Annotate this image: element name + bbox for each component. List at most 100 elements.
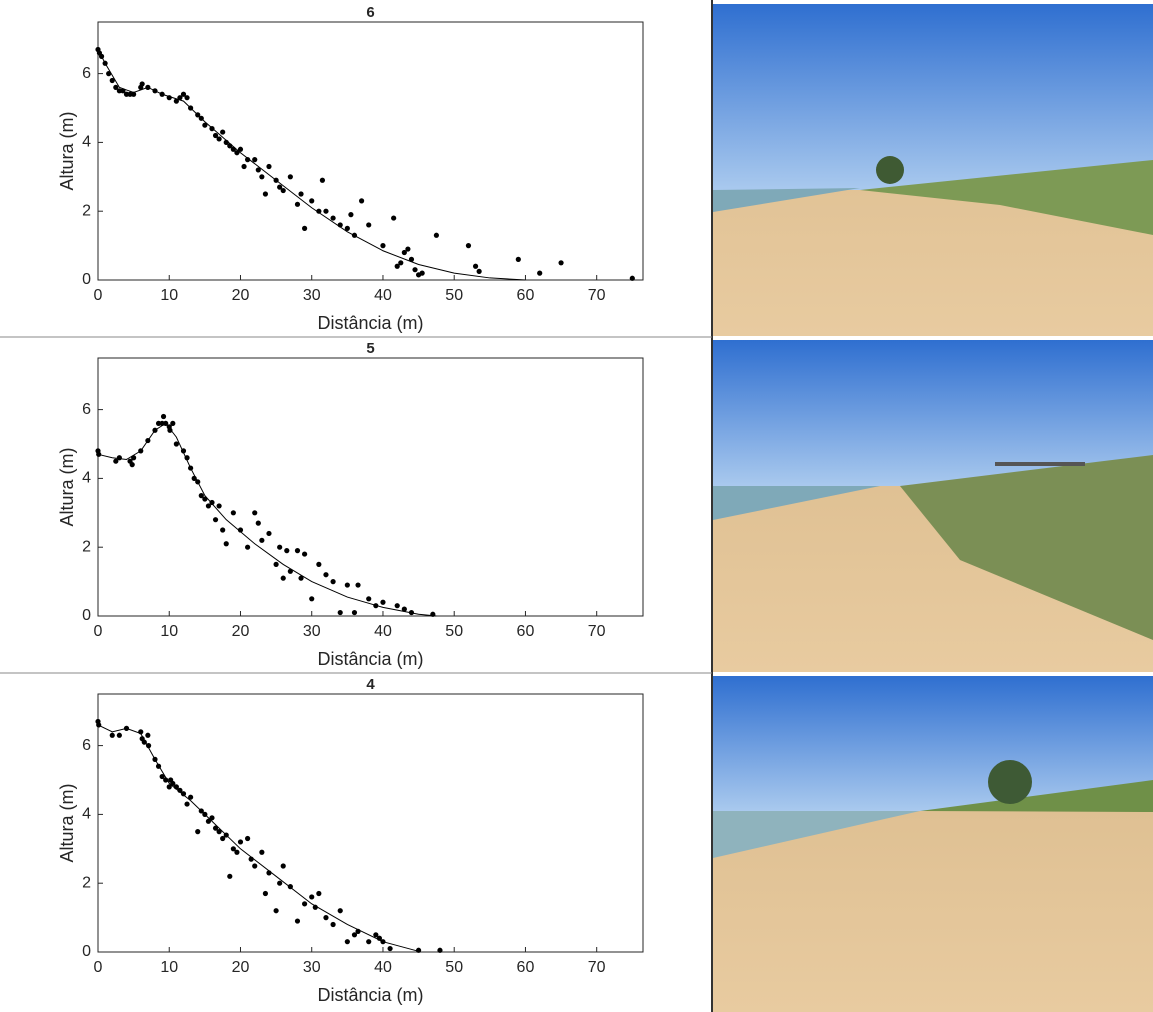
x-tick-label: 50 bbox=[445, 623, 463, 640]
data-point bbox=[380, 939, 386, 945]
data-point bbox=[344, 939, 350, 945]
data-point bbox=[373, 603, 379, 609]
data-point bbox=[280, 575, 286, 581]
y-tick-label: 2 bbox=[82, 874, 91, 891]
data-point bbox=[195, 479, 201, 485]
data-point bbox=[248, 856, 254, 862]
data-point bbox=[266, 870, 272, 876]
data-point bbox=[472, 263, 479, 269]
data-point bbox=[237, 527, 244, 533]
y-tick-label: 4 bbox=[82, 806, 91, 823]
data-point bbox=[195, 112, 201, 118]
data-point bbox=[139, 81, 145, 87]
data-point bbox=[387, 945, 393, 952]
data-point bbox=[216, 503, 222, 509]
data-point bbox=[262, 890, 269, 897]
data-point bbox=[255, 167, 261, 173]
data-point bbox=[184, 801, 190, 807]
data-point bbox=[220, 129, 226, 135]
data-point bbox=[195, 829, 201, 835]
data-point bbox=[227, 143, 233, 149]
data-point bbox=[230, 510, 236, 516]
data-point bbox=[209, 499, 215, 506]
data-point bbox=[160, 413, 167, 420]
data-point bbox=[366, 222, 372, 228]
y-tick-label: 6 bbox=[82, 737, 91, 754]
data-point bbox=[337, 222, 343, 228]
data-point bbox=[234, 849, 240, 855]
data-point bbox=[351, 232, 358, 238]
data-point bbox=[355, 582, 361, 588]
data-point bbox=[198, 808, 204, 814]
data-point bbox=[170, 420, 176, 426]
x-tick-label: 10 bbox=[160, 959, 178, 976]
data-point bbox=[337, 609, 343, 616]
data-point bbox=[202, 811, 208, 818]
data-point bbox=[309, 198, 315, 204]
x-tick-label: 60 bbox=[517, 959, 535, 976]
data-point bbox=[351, 609, 358, 616]
data-point bbox=[408, 256, 415, 262]
x-tick-label: 70 bbox=[588, 287, 606, 304]
data-point bbox=[312, 904, 318, 910]
data-point bbox=[159, 91, 165, 97]
data-point bbox=[173, 441, 179, 447]
data-point bbox=[237, 839, 244, 845]
data-point bbox=[230, 846, 236, 852]
data-point bbox=[116, 732, 122, 738]
data-point bbox=[141, 739, 147, 745]
data-point bbox=[120, 88, 126, 94]
data-point bbox=[155, 420, 162, 426]
data-point bbox=[408, 609, 415, 616]
data-point bbox=[170, 780, 176, 787]
x-axis-label: Distância (m) bbox=[317, 985, 423, 1005]
data-point bbox=[316, 890, 322, 897]
y-tick-label: 4 bbox=[82, 470, 91, 487]
data-point bbox=[394, 603, 400, 609]
data-point bbox=[398, 260, 404, 266]
data-point bbox=[188, 465, 194, 471]
data-point bbox=[323, 572, 329, 578]
data-point bbox=[212, 132, 219, 139]
data-point bbox=[309, 894, 315, 900]
data-point bbox=[152, 88, 158, 94]
x-tick-label: 10 bbox=[160, 287, 178, 304]
data-point bbox=[145, 437, 151, 444]
data-point bbox=[184, 95, 190, 101]
x-tick-label: 50 bbox=[445, 287, 463, 304]
data-point bbox=[173, 98, 179, 104]
data-point bbox=[298, 191, 304, 197]
data-point bbox=[180, 791, 187, 797]
data-point bbox=[515, 256, 521, 262]
data-point bbox=[252, 157, 258, 163]
data-point bbox=[116, 455, 122, 461]
data-point bbox=[259, 174, 265, 180]
data-point bbox=[380, 599, 386, 605]
data-point bbox=[98, 53, 105, 60]
fit-curve bbox=[97, 49, 526, 281]
data-point bbox=[166, 784, 172, 790]
plot-area bbox=[97, 357, 644, 617]
data-point bbox=[252, 510, 258, 516]
data-point bbox=[348, 212, 354, 218]
data-point bbox=[302, 225, 308, 231]
data-point bbox=[255, 520, 261, 526]
x-tick-label: 0 bbox=[94, 959, 103, 976]
y-tick-label: 0 bbox=[82, 271, 91, 288]
data-point bbox=[205, 503, 212, 509]
data-point bbox=[127, 91, 133, 97]
x-tick-label: 20 bbox=[232, 287, 250, 304]
data-point bbox=[344, 225, 350, 231]
data-point bbox=[129, 462, 135, 468]
data-point bbox=[273, 177, 279, 183]
data-point bbox=[202, 496, 208, 502]
data-point bbox=[152, 427, 158, 433]
data-point bbox=[223, 832, 229, 838]
data-point bbox=[198, 115, 204, 121]
data-point bbox=[145, 84, 151, 90]
chart-title: 4 bbox=[366, 676, 375, 693]
data-point bbox=[167, 427, 173, 433]
data-point bbox=[284, 548, 290, 554]
data-point bbox=[198, 493, 204, 499]
plot-area bbox=[97, 693, 644, 953]
